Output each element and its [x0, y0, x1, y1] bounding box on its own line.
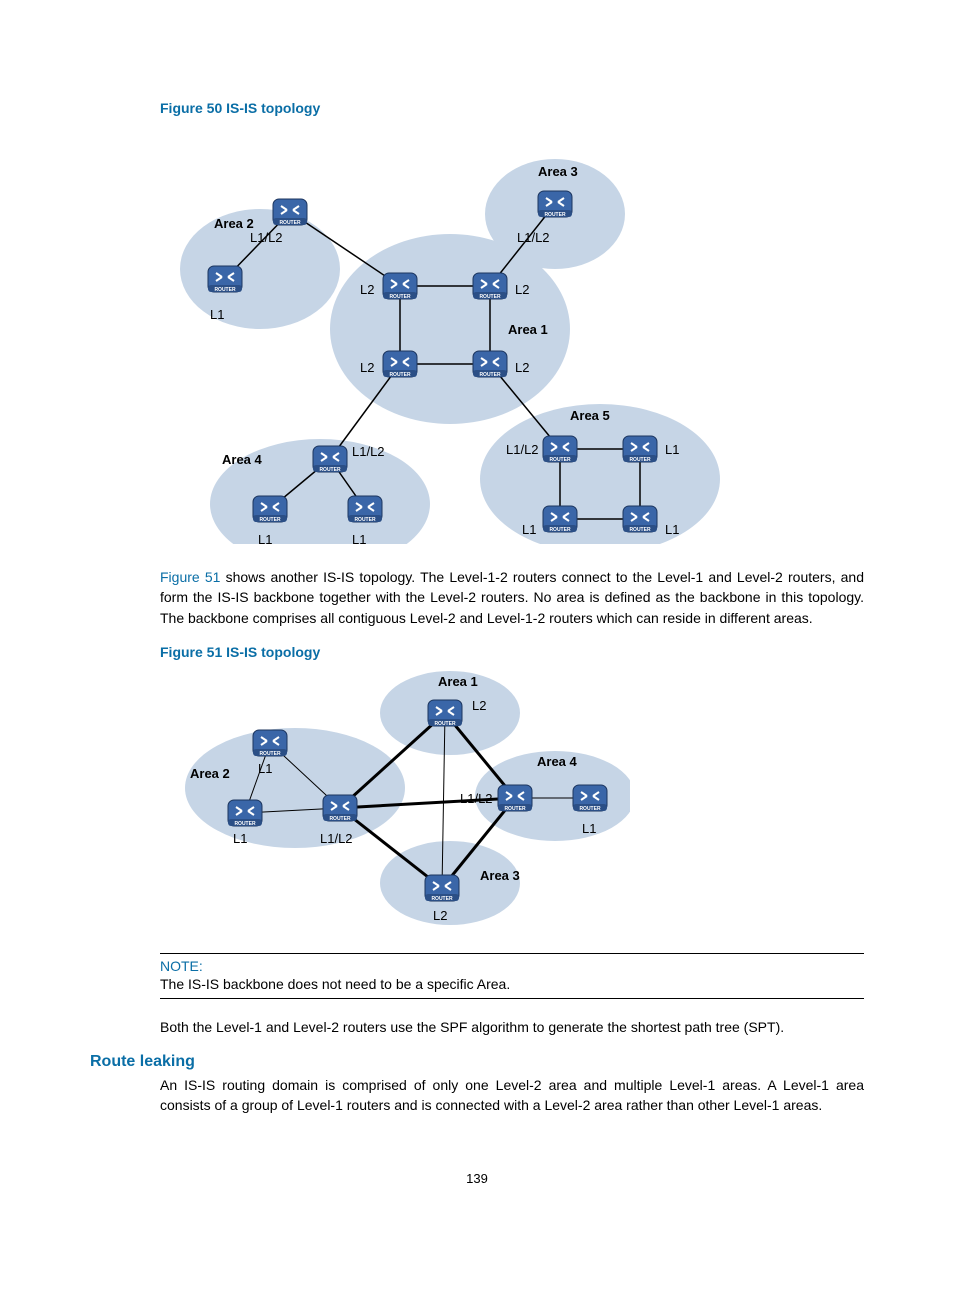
router-label: L1/L2 — [460, 791, 493, 806]
area-label: Area 5 — [570, 408, 610, 423]
page-number: 139 — [90, 1171, 864, 1186]
page: Figure 50 IS-IS topology ROUTERL1/L2ROUT… — [0, 0, 954, 1226]
router-label: L1 — [233, 831, 247, 846]
svg-text:ROUTER: ROUTER — [319, 467, 341, 473]
router-label: L1 — [582, 821, 596, 836]
area-label: Area 1 — [508, 322, 548, 337]
router-label: L1/L2 — [517, 230, 550, 245]
svg-text:ROUTER: ROUTER — [389, 372, 411, 378]
svg-text:ROUTER: ROUTER — [544, 212, 566, 218]
area-label: Area 4 — [222, 452, 263, 467]
svg-text:ROUTER: ROUTER — [214, 287, 236, 293]
router-label: L2 — [515, 282, 529, 297]
router-label: L1 — [210, 307, 224, 322]
area-label: Area 3 — [480, 868, 520, 883]
router-label: L1 — [258, 532, 272, 544]
note-text: The IS-IS backbone does not need to be a… — [160, 976, 864, 992]
svg-text:ROUTER: ROUTER — [434, 721, 456, 727]
svg-text:ROUTER: ROUTER — [629, 457, 651, 463]
paragraph-between-text: shows another IS-IS topology. The Level-… — [160, 569, 864, 626]
figure50-title: Figure 50 IS-IS topology — [160, 100, 864, 116]
svg-text:ROUTER: ROUTER — [329, 816, 351, 822]
note-label: NOTE: — [160, 958, 864, 974]
area-label: Area 3 — [538, 164, 578, 179]
area-ellipse — [180, 209, 340, 329]
note-block: NOTE: The IS-IS backbone does not need t… — [160, 953, 864, 999]
svg-text:ROUTER: ROUTER — [479, 372, 501, 378]
section-heading: Route leaking — [90, 1053, 864, 1071]
svg-text:ROUTER: ROUTER — [504, 806, 526, 812]
router-label: L2 — [360, 360, 374, 375]
svg-text:ROUTER: ROUTER — [479, 294, 501, 300]
router-label: L1/L2 — [506, 442, 539, 457]
router-label: L1 — [522, 522, 536, 537]
router-label: L2 — [360, 282, 374, 297]
router-label: L1/L2 — [320, 831, 353, 846]
svg-text:ROUTER: ROUTER — [354, 517, 376, 523]
svg-text:ROUTER: ROUTER — [579, 806, 601, 812]
svg-text:ROUTER: ROUTER — [389, 294, 411, 300]
area-ellipse — [480, 404, 720, 544]
router-label: L1/L2 — [352, 444, 385, 459]
router-label: L1 — [258, 761, 272, 776]
svg-text:ROUTER: ROUTER — [549, 457, 571, 463]
svg-text:ROUTER: ROUTER — [234, 821, 256, 827]
paragraph-after-note: Both the Level-1 and Level-2 routers use… — [160, 1017, 864, 1037]
svg-text:ROUTER: ROUTER — [259, 517, 281, 523]
area-label: Area 4 — [537, 754, 578, 769]
svg-text:ROUTER: ROUTER — [279, 220, 301, 226]
paragraph-section: An IS-IS routing domain is comprised of … — [160, 1075, 864, 1116]
router-label: L1 — [352, 532, 366, 544]
router-label: L2 — [472, 698, 486, 713]
router-label: L1 — [665, 442, 679, 457]
area-ellipse — [185, 728, 405, 848]
figure50-diagram: ROUTER L1/L2 ROUTER L1 ROUTER L1/L2 ROUTER L2 RO… — [160, 124, 864, 549]
area-label: Area 2 — [190, 766, 230, 781]
area-label: Area 1 — [438, 674, 478, 689]
router-label: L2 — [433, 908, 447, 923]
router-label: L2 — [515, 360, 529, 375]
router-label: L1/L2 — [250, 230, 283, 245]
svg-text:ROUTER: ROUTER — [259, 751, 281, 757]
figure51-title: Figure 51 IS-IS topology — [160, 644, 864, 660]
paragraph-between: Figure 51 shows another IS-IS topology. … — [160, 567, 864, 628]
area-label: Area 2 — [214, 216, 254, 231]
svg-text:ROUTER: ROUTER — [431, 896, 453, 902]
figure51-diagram: ROUTER L2 ROUTER L1 ROUTER L1 ROUTER L1/L2 ROUTE… — [160, 668, 864, 933]
figure51-link[interactable]: Figure 51 — [160, 569, 220, 585]
svg-text:ROUTER: ROUTER — [549, 527, 571, 533]
svg-text:ROUTER: ROUTER — [629, 527, 651, 533]
router-label: L1 — [665, 522, 679, 537]
